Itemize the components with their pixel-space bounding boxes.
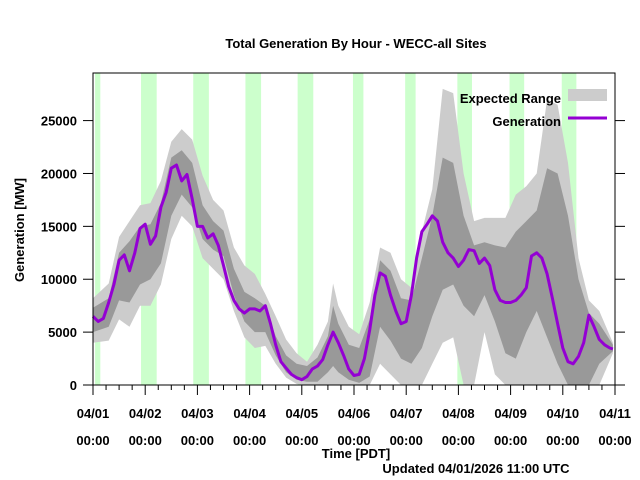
x-tick-label-date: 04/10 (547, 406, 580, 421)
x-tick-label-time: 00:00 (337, 433, 370, 448)
x-axis-label: Time [PDT] (322, 446, 390, 461)
x-tick-label-time: 00:00 (129, 433, 162, 448)
night-band (352, 73, 364, 385)
x-tick-label-time: 00:00 (76, 433, 109, 448)
y-tick-label: 5000 (48, 325, 77, 340)
expected-range-layer (93, 88, 613, 386)
x-tick-label-date: 04/09 (494, 406, 527, 421)
generation-line (91, 163, 614, 382)
generation-line-layer (91, 163, 614, 382)
updated-timestamp: Updated 04/01/2026 11:00 UTC (382, 461, 570, 476)
night-band (95, 73, 101, 385)
legend: Expected Range Generation (460, 89, 607, 129)
x-axis-ticks: 04/01 00:00 04/02 00:00 04/03 00:00 04/04 00:00… (76, 384, 632, 448)
x-tick-label-time: 00:00 (442, 433, 475, 448)
night-band (405, 73, 416, 385)
y-axis-ticks: 0 5000 10000 15000 20000 25000 (41, 114, 625, 393)
legend-label-generation: Generation (492, 114, 561, 129)
y-tick-label: 10000 (41, 272, 77, 287)
x-tick-label-date: 04/03 (181, 406, 214, 421)
chart-title: Total Generation By Hour - WECC-all Site… (225, 36, 486, 51)
x-tick-label-date: 04/08 (442, 406, 475, 421)
legend-label-expected-range: Expected Range (460, 91, 561, 106)
y-axis-label: Generation [MW] (12, 178, 27, 282)
x-tick-label-date: 04/11 (599, 406, 631, 421)
x-tick-label-time: 00:00 (598, 433, 631, 448)
y-tick-label: 15000 (41, 219, 77, 234)
y-tick-label: 25000 (41, 114, 77, 129)
x-tick-label-time: 00:00 (285, 433, 318, 448)
x-tick-label-time: 00:00 (233, 433, 266, 448)
x-tick-label-date: 04/06 (338, 406, 371, 421)
x-tick-label-date: 04/04 (233, 406, 266, 421)
legend-swatch-expected-range (568, 89, 607, 101)
expected-range-outer-band (93, 88, 613, 386)
x-tick-label-time: 00:00 (546, 433, 579, 448)
x-tick-label-date: 04/01 (77, 406, 110, 421)
night-band (297, 73, 314, 385)
y-tick-label: 20000 (41, 166, 77, 181)
x-tick-label-date: 04/07 (390, 406, 423, 421)
x-tick-label-date: 04/05 (286, 406, 319, 421)
x-tick-label-date: 04/02 (129, 406, 162, 421)
x-tick-label-time: 00:00 (494, 433, 527, 448)
x-tick-label-time: 00:00 (390, 433, 423, 448)
expected-range-inner-band (93, 150, 613, 385)
x-tick-label-time: 00:00 (181, 433, 214, 448)
y-tick-label: 0 (70, 378, 77, 393)
